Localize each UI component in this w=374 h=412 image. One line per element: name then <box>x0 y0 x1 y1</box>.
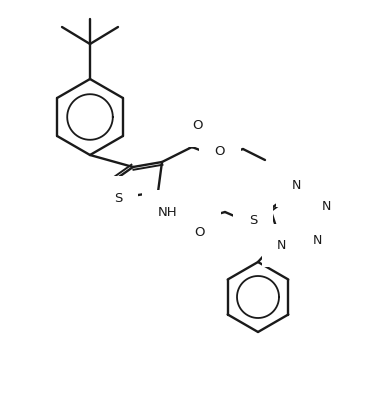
Text: O: O <box>215 145 225 157</box>
Text: O: O <box>193 119 203 131</box>
Text: N: N <box>291 178 301 192</box>
Text: N: N <box>313 234 322 246</box>
Text: N: N <box>277 239 286 252</box>
Text: S: S <box>249 213 257 227</box>
Text: NH: NH <box>158 206 178 218</box>
Text: O: O <box>195 225 205 239</box>
Text: N: N <box>322 201 331 213</box>
Text: S: S <box>114 192 122 204</box>
